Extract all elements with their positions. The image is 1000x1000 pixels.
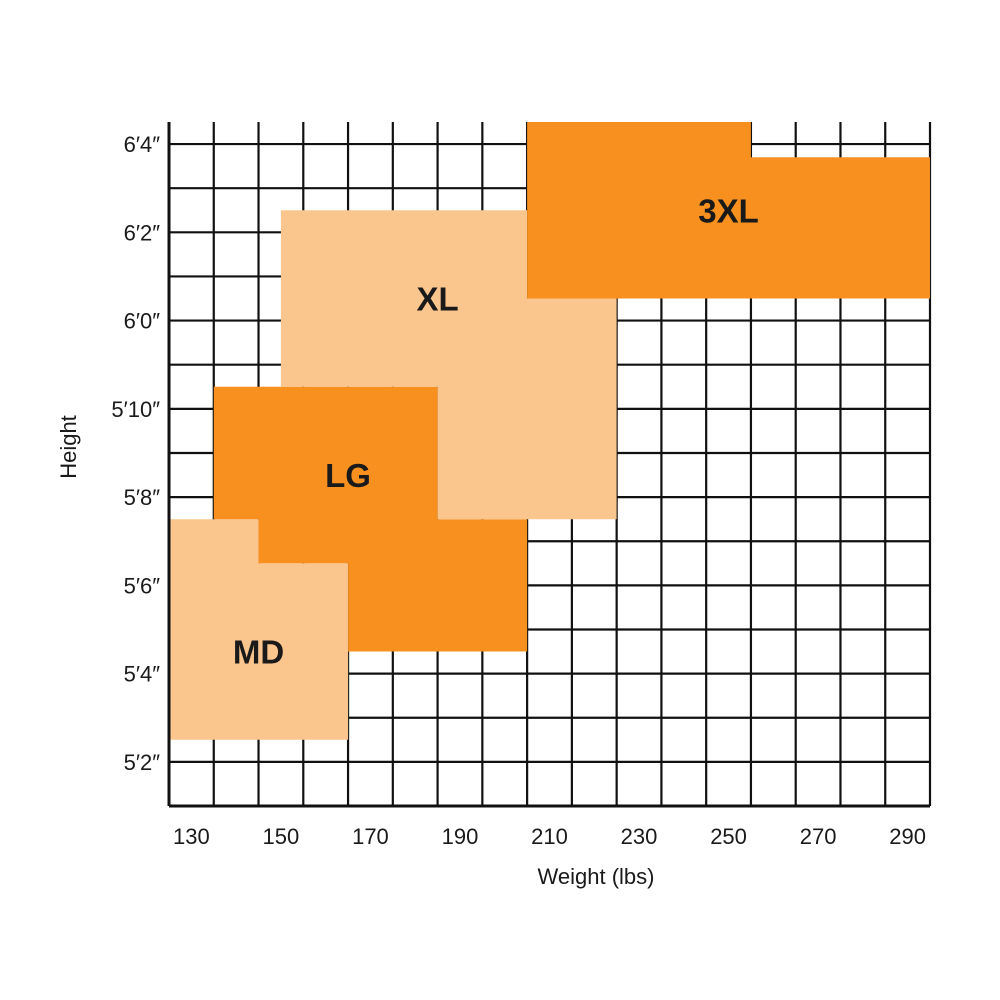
y-tick-label: 5′8″: [124, 485, 161, 510]
region-3xl: [527, 122, 930, 299]
y-axis-ticks: 5′2″ 5′4″ 5′6″ 5′8″ 5′10″ 6′0″ 6′2″ 6′4″: [111, 132, 160, 775]
x-tick-label: 230: [621, 824, 658, 849]
x-tick-label: 170: [352, 824, 389, 849]
x-tick-label: 210: [531, 824, 568, 849]
region-label-lg: LG: [325, 457, 371, 494]
y-tick-label: 5′6″: [124, 573, 161, 598]
x-tick-label: 250: [710, 824, 747, 849]
y-tick-label: 5′10″: [111, 397, 160, 422]
region-label-md: MD: [233, 634, 284, 671]
y-tick-label: 5′2″: [124, 750, 161, 775]
y-tick-label: 5′4″: [124, 662, 161, 687]
size-regions: MD LG XL 3XL: [169, 122, 930, 740]
x-tick-label: 270: [800, 824, 837, 849]
x-axis-label: Weight (lbs): [538, 864, 655, 889]
plot-frame: [167, 122, 930, 808]
x-axis-ticks: 130 150 170 190 210 230 250 270 290: [173, 824, 926, 849]
y-tick-label: 6′4″: [124, 132, 161, 157]
x-tick-label: 130: [173, 824, 210, 849]
region-label-xl: XL: [417, 281, 459, 318]
x-tick-label: 190: [442, 824, 479, 849]
x-tick-label: 290: [889, 824, 926, 849]
region-xl: [280, 210, 617, 520]
y-tick-label: 6′0″: [124, 309, 161, 334]
y-tick-label: 6′2″: [124, 220, 161, 245]
region-md: [169, 519, 349, 740]
x-tick-label: 150: [263, 824, 300, 849]
region-lg: [213, 386, 528, 652]
region-label-3xl: 3XL: [698, 192, 759, 229]
y-axis-label: Height: [56, 415, 81, 479]
